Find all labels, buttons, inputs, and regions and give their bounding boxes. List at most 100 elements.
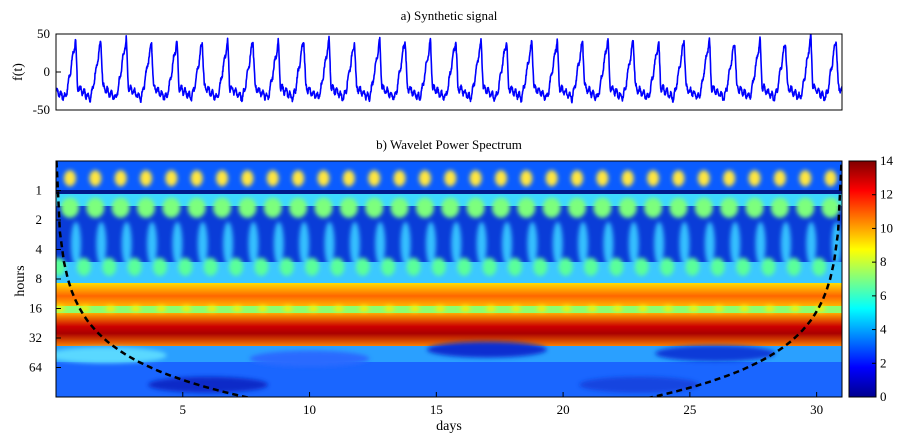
colorbar-tick-group: 0 2 4 6 8 10 12 14 <box>872 153 894 404</box>
wps-blob <box>780 221 791 266</box>
wps-blob <box>178 257 193 276</box>
wps-blob <box>596 170 609 187</box>
wps-blob <box>400 221 411 266</box>
wps-blob <box>89 170 102 187</box>
wps-blob <box>156 305 167 312</box>
wavelet-ytick-label: 4 <box>36 242 43 257</box>
wavelet-heatmap <box>56 161 842 397</box>
wps-blob <box>314 197 333 218</box>
wps-blob <box>697 170 710 187</box>
wps-blob <box>694 197 713 218</box>
signal-series-line <box>56 34 842 104</box>
wps-blob <box>663 305 674 312</box>
wps-blob <box>80 305 91 312</box>
colorbar-gradient <box>849 161 876 397</box>
colorbar-tick-label: 8 <box>880 254 887 269</box>
wps-blob <box>63 170 76 187</box>
wps-blob <box>289 197 308 218</box>
wps-blob <box>203 257 218 276</box>
wps-blob <box>190 170 203 187</box>
wps-blob <box>494 170 507 187</box>
colorbar-box <box>848 160 877 398</box>
colorbar-tick-label: 4 <box>880 322 887 337</box>
wavelet-ytick-label: 16 <box>29 301 43 316</box>
wavelet-xtick-group: 5 10 15 20 25 30 <box>180 392 823 417</box>
wps-blob <box>229 257 244 276</box>
wps-blob <box>140 170 153 187</box>
wps-blob <box>86 197 105 218</box>
wps-blob <box>333 305 344 312</box>
wps-blob <box>536 305 547 312</box>
wps-blob <box>127 257 142 276</box>
wps-band-1h-gap <box>56 190 842 194</box>
wps-blob <box>647 170 660 187</box>
wps-blob <box>612 305 623 312</box>
wps-blob <box>527 221 538 266</box>
wps-blob <box>688 305 699 312</box>
wps-blob <box>266 170 279 187</box>
wps-blob <box>571 170 584 187</box>
wps-blob <box>542 197 561 218</box>
wps-blob <box>223 221 234 266</box>
wps-blob <box>381 257 396 276</box>
wps-blob <box>60 197 79 218</box>
wps-blob <box>375 221 386 266</box>
wps-blob <box>764 305 775 312</box>
wps-blob <box>263 197 282 218</box>
wps-blob <box>821 197 840 218</box>
wps-blob <box>773 170 786 187</box>
wps-blob <box>628 221 639 266</box>
wps-blob <box>56 257 66 276</box>
wps-blob <box>368 170 381 187</box>
wps-blob <box>824 170 837 187</box>
wps-blob <box>121 221 132 266</box>
wps-blob <box>181 305 192 312</box>
wps-blob <box>384 305 395 312</box>
wps-blob <box>469 170 482 187</box>
wps-blob <box>748 170 761 187</box>
wavelet-ytick-label: 64 <box>29 360 43 375</box>
wps-blob <box>621 170 634 187</box>
wps-blob <box>736 257 751 276</box>
wps-blob <box>672 170 685 187</box>
wps-blob <box>568 197 587 218</box>
wps-blob <box>390 197 409 218</box>
wps-blob <box>165 170 178 187</box>
signal-ytick-group: 50 0 -50 <box>33 26 61 117</box>
wps-blob <box>330 257 345 276</box>
wps-blob <box>583 257 598 276</box>
wps-blob <box>730 221 741 266</box>
wps-blob <box>232 305 243 312</box>
wps-blob <box>137 197 156 218</box>
wps-blob <box>704 221 715 266</box>
wavelet-ylabel: hours <box>13 265 28 296</box>
wavelet-xlabel: days <box>436 419 462 434</box>
wps-blob <box>308 305 319 312</box>
wps-blob <box>831 221 842 266</box>
wps-blob <box>365 197 384 218</box>
wps-blob <box>644 197 663 218</box>
signal-ytick-label: 50 <box>37 26 50 41</box>
wps-blob <box>213 197 232 218</box>
wps-blob <box>654 221 665 266</box>
wps-blob <box>415 197 434 218</box>
wps-band-16h <box>56 306 842 314</box>
wps-blob <box>790 305 801 312</box>
wavelet-xtick-label: 5 <box>180 402 187 417</box>
wps-blob <box>409 305 420 312</box>
wps-blob <box>609 257 624 276</box>
wavelet-xtick-label: 15 <box>430 402 443 417</box>
wps-blob <box>324 221 335 266</box>
wps-blob <box>435 305 446 312</box>
wps-blob <box>292 170 305 187</box>
wps-blob <box>517 197 536 218</box>
wps-blob <box>130 305 141 312</box>
wps-blob <box>254 257 269 276</box>
wps-blob <box>418 170 431 187</box>
wavelet-ytick-label: 8 <box>36 271 43 286</box>
wps-blob <box>507 257 522 276</box>
wps-blob <box>305 257 320 276</box>
wps-blob <box>637 305 648 312</box>
wps-blob <box>147 221 158 266</box>
wps-blob <box>282 305 293 312</box>
